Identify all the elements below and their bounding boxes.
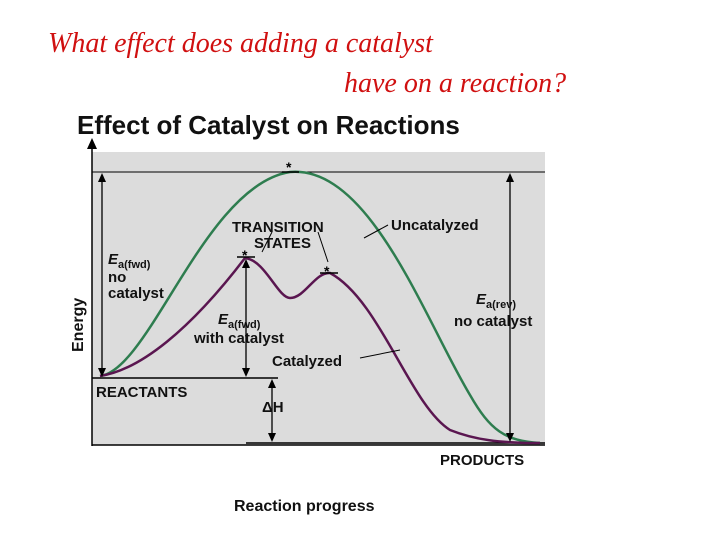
ea-fwd-no-catalyst-subscript: a(fwd) bbox=[118, 259, 151, 271]
transition-states-leader-1 bbox=[261, 231, 273, 253]
slide-question-line-2: have on a reaction? bbox=[344, 68, 567, 99]
delta-h-label: ΔH bbox=[262, 399, 284, 416]
delta-h-arrowhead-bottom bbox=[268, 433, 276, 442]
y-axis-arrowhead bbox=[87, 138, 97, 149]
ea-fwd-no-catalyst-label: Ea(fwd) bbox=[108, 251, 151, 271]
ea-fwd-no-catalyst-arrowhead-bottom bbox=[98, 368, 106, 377]
ea-fwd-no-catalyst-line2: no bbox=[108, 269, 126, 286]
catalyzed-leader bbox=[359, 349, 401, 359]
ea-rev-no-catalyst-arrowhead-top bbox=[506, 173, 514, 182]
ea-rev-symbol: E bbox=[476, 291, 487, 308]
diagram-title: Effect of Catalyst on Reactions bbox=[77, 110, 460, 140]
ea-fwd-no-catalyst-line3: catalyst bbox=[108, 285, 164, 302]
ea-fwd-catalyst-label: Ea(fwd) bbox=[218, 311, 261, 331]
ea-fwd-catalyst-arrowhead-top bbox=[242, 259, 250, 268]
catalyzed-ts2-star: * bbox=[324, 263, 330, 279]
catalyzed-label: Catalyzed bbox=[272, 353, 342, 370]
uncatalyzed-curve bbox=[99, 170, 541, 445]
ea-fwd-catalyst-line2: with catalyst bbox=[193, 330, 284, 347]
transition-states-label-line2: STATES bbox=[254, 235, 311, 252]
slide-question-line-1: What effect does adding a catalyst bbox=[48, 28, 433, 59]
ea-rev-label: Ea(rev) bbox=[476, 291, 516, 311]
ea-fwd-catalyst-arrowhead-bottom bbox=[242, 368, 250, 377]
transition-states-label-line1: TRANSITION bbox=[232, 219, 324, 236]
products-label: PRODUCTS bbox=[440, 452, 524, 469]
x-axis-label: Reaction progress bbox=[234, 498, 375, 515]
uncatalyzed-ts-star: * bbox=[286, 159, 292, 175]
catalyzed-ts1-star: * bbox=[242, 247, 248, 263]
ea-rev-subscript: a(rev) bbox=[486, 299, 516, 311]
reactants-label: REACTANTS bbox=[96, 384, 187, 401]
y-axis-label: Energy bbox=[70, 298, 87, 352]
ea-fwd-catalyst-subscript: a(fwd) bbox=[228, 319, 261, 331]
uncatalyzed-label: Uncatalyzed bbox=[391, 217, 479, 234]
delta-h-arrowhead-top bbox=[268, 379, 276, 388]
uncatalyzed-leader bbox=[363, 224, 389, 239]
ea-rev-no-catalyst-arrowhead-bottom bbox=[506, 433, 514, 442]
transition-states-leader-2 bbox=[317, 231, 329, 263]
catalyzed-curve bbox=[99, 256, 541, 445]
ea-fwd-no-catalyst-symbol: E bbox=[108, 251, 119, 268]
ea-rev-line2: no catalyst bbox=[454, 313, 532, 330]
ea-fwd-no-catalyst-arrowhead-top bbox=[98, 173, 106, 182]
ea-fwd-catalyst-symbol: E bbox=[218, 311, 229, 328]
